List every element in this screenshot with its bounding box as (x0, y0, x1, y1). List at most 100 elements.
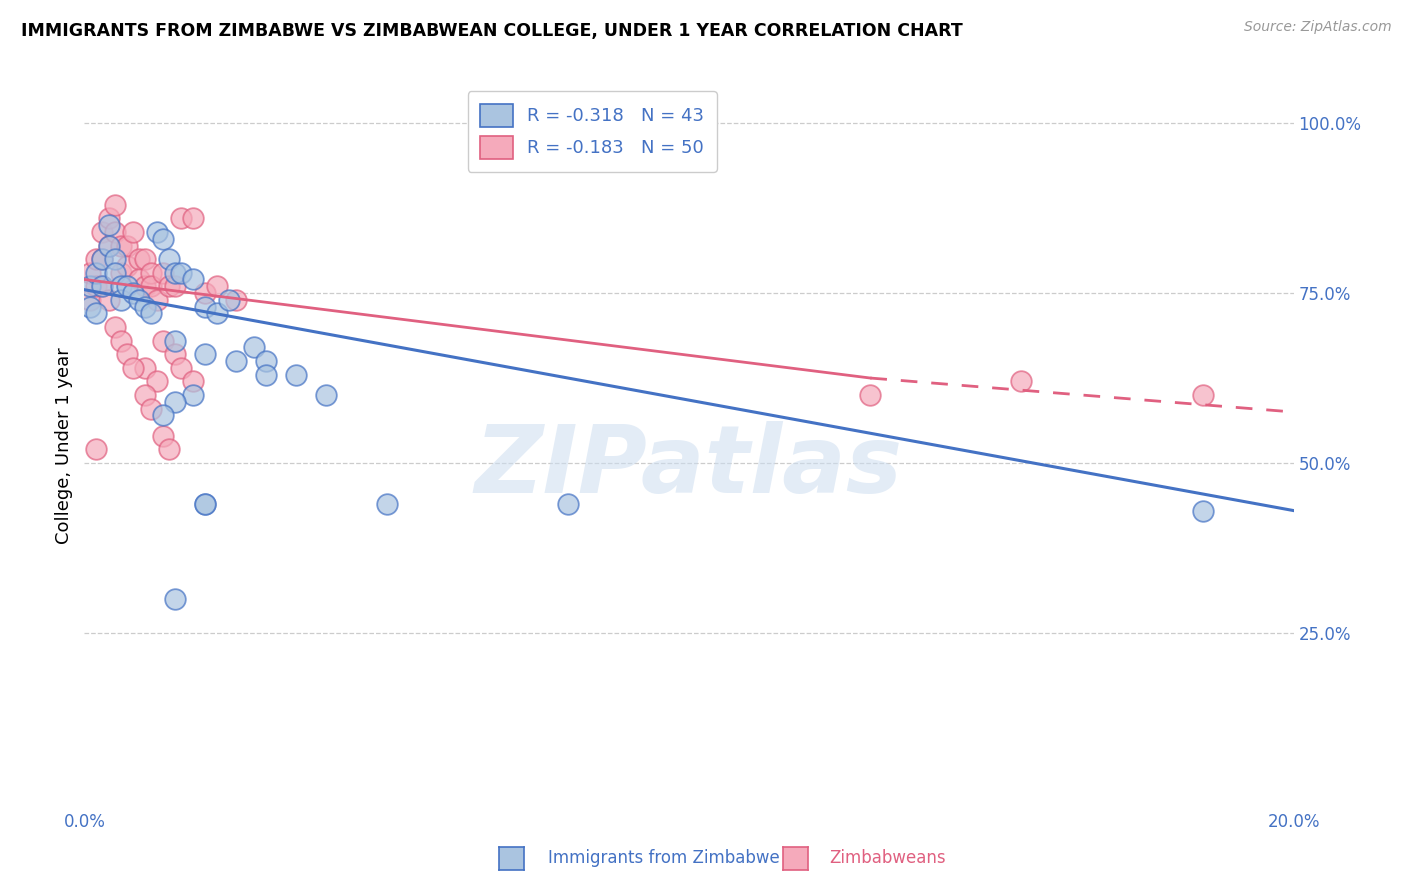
Point (110, 266, 132, 280)
Point (121, 286, 143, 301)
Point (165, 591, 187, 606)
Point (165, 334, 187, 348)
Text: Source: ZipAtlas.com: Source: ZipAtlas.com (1244, 20, 1392, 34)
Point (139, 279, 162, 293)
Point (104, 198, 127, 212)
Point (91, 225, 114, 239)
Point (97, 218, 120, 232)
Point (86, 279, 108, 293)
Y-axis label: College, Under 1 year: College, Under 1 year (55, 348, 73, 544)
Point (91, 252, 114, 266)
Point (152, 266, 174, 280)
Point (79, 266, 101, 280)
Point (170, 211, 193, 226)
Point (181, 272, 204, 286)
Point (134, 388, 156, 402)
Point (79, 293, 101, 307)
Point (146, 375, 169, 389)
Point (121, 225, 143, 239)
Point (115, 279, 138, 293)
Point (225, 354, 247, 368)
Point (207, 279, 229, 293)
Point (207, 306, 229, 320)
Point (86, 306, 108, 320)
Point (194, 286, 217, 301)
Point (1192, 503, 1215, 517)
Point (86, 442, 108, 457)
Point (152, 409, 174, 423)
Point (121, 360, 143, 375)
Point (157, 252, 180, 266)
Point (254, 368, 277, 382)
Point (170, 266, 193, 280)
Point (97, 293, 120, 307)
Point (115, 347, 138, 361)
Legend: R = -0.318   N = 43, R = -0.183   N = 50: R = -0.318 N = 43, R = -0.183 N = 50 (468, 91, 717, 172)
Point (165, 394, 187, 409)
Point (859, 388, 882, 402)
Point (285, 368, 308, 382)
Point (110, 279, 132, 293)
Point (91, 252, 114, 266)
Point (86, 266, 108, 280)
Point (104, 320, 127, 334)
Point (134, 279, 156, 293)
Point (315, 388, 337, 402)
Point (152, 334, 174, 348)
Point (139, 401, 162, 416)
Point (104, 252, 127, 266)
Point (157, 442, 180, 457)
Point (115, 259, 138, 273)
Point (146, 293, 169, 307)
Point (79, 279, 101, 293)
Point (110, 293, 132, 307)
Point (152, 429, 174, 443)
Point (1011, 375, 1033, 389)
Text: IMMIGRANTS FROM ZIMBABWE VS ZIMBABWEAN COLLEGE, UNDER 1 YEAR CORRELATION CHART: IMMIGRANTS FROM ZIMBABWE VS ZIMBABWEAN C… (21, 22, 963, 40)
Point (152, 232, 174, 246)
Point (146, 225, 169, 239)
Point (139, 306, 162, 320)
Point (165, 279, 187, 293)
Point (557, 497, 579, 511)
Point (97, 211, 120, 226)
Point (128, 252, 150, 266)
Point (104, 266, 127, 280)
Point (254, 354, 277, 368)
Point (194, 300, 217, 314)
Point (110, 238, 132, 252)
Point (375, 497, 398, 511)
Point (97, 238, 120, 252)
Point (128, 272, 150, 286)
Point (134, 300, 156, 314)
Point (115, 238, 138, 252)
Point (170, 360, 193, 375)
Point (194, 497, 217, 511)
Point (1192, 388, 1215, 402)
Point (218, 293, 240, 307)
Point (79, 300, 101, 314)
Point (91, 279, 114, 293)
Point (181, 388, 204, 402)
Point (110, 334, 132, 348)
Point (97, 238, 120, 252)
Point (91, 279, 114, 293)
Text: Zimbabweans: Zimbabweans (830, 849, 946, 867)
Point (104, 225, 127, 239)
Point (194, 347, 217, 361)
Point (128, 293, 150, 307)
Point (194, 497, 217, 511)
Point (165, 266, 187, 280)
Point (134, 360, 156, 375)
Point (86, 252, 108, 266)
Point (181, 375, 204, 389)
Point (134, 252, 156, 266)
Point (139, 266, 162, 280)
Point (157, 279, 180, 293)
Point (181, 211, 204, 226)
Point (225, 293, 247, 307)
Point (165, 347, 187, 361)
Text: ZIPatlas: ZIPatlas (475, 421, 903, 514)
Text: Immigrants from Zimbabwe: Immigrants from Zimbabwe (548, 849, 780, 867)
Point (242, 341, 264, 355)
